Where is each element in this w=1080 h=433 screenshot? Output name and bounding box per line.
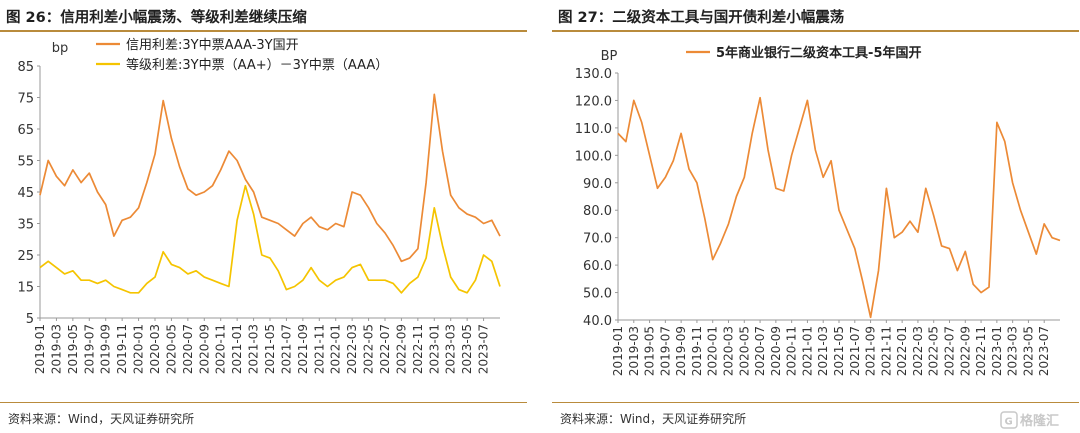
right-y-tick-label: 90.0	[583, 177, 612, 192]
right-x-tick-label: 2019-07	[658, 326, 672, 376]
left-x-tick-label: 2022-11	[411, 324, 425, 374]
right-x-tick-label: 2020-03	[722, 326, 736, 376]
left-y-tick-label: 5	[26, 312, 34, 327]
left-x-tick-label: 2021-11	[312, 324, 326, 374]
left-x-tick-label: 2021-05	[263, 324, 277, 374]
right-x-tick-label: 2021-03	[816, 326, 830, 376]
right-x-tick-label: 2019-03	[627, 326, 641, 376]
left-x-tick-label: 2019-05	[66, 324, 80, 374]
right-y-tick-label: 130.0	[575, 67, 612, 82]
right-x-tick-label: 2022-07	[943, 326, 957, 376]
right-x-tick-label: 2019-01	[611, 326, 625, 376]
right-y-tick-label: 60.0	[583, 259, 612, 274]
left-x-tick-label: 2023-01	[427, 324, 441, 374]
right-x-tick-label: 2023-07	[1037, 326, 1051, 376]
right-y-tick-label: 40.0	[583, 314, 612, 329]
left-x-tick-label: 2022-03	[345, 324, 359, 374]
right-x-tick-label: 2019-05	[643, 326, 657, 376]
svg-text:G: G	[1005, 417, 1013, 428]
left-x-tick-label: 2021-01	[230, 324, 244, 374]
right-x-tick-label: 2022-01	[895, 326, 909, 376]
right-x-tick-label: 2019-11	[690, 326, 704, 376]
left-y-tick-label: 25	[17, 249, 34, 264]
left-x-tick-label: 2020-01	[132, 324, 146, 374]
right-y-tick-label: 50.0	[583, 287, 612, 302]
left-y-axis-unit: bp	[52, 41, 69, 56]
right-x-tick-label: 2022-03	[911, 326, 925, 376]
left-x-tick-label: 2020-09	[197, 324, 211, 374]
right-figure: 图 27：二级资本工具与国开债利差小幅震荡 40.0 50.0 60.0 70.0 80…	[552, 0, 1079, 433]
gelonghui-watermark-logo: G 格隆汇	[1000, 411, 1059, 429]
left-y-tick-label: 75	[17, 92, 34, 107]
left-y-tick-label: 45	[17, 186, 34, 201]
left-figure-title: 图 26：信用利差小幅震荡、等级利差继续压缩	[6, 10, 307, 26]
left-x-tick-label: 2023-03	[444, 324, 458, 374]
left-x-tick-label: 2022-07	[378, 324, 392, 374]
right-y-axis-unit: BP	[601, 49, 618, 64]
right-title-rule	[552, 30, 1079, 32]
left-series-line-2	[39, 184, 501, 294]
watermark-text: 格隆汇	[1020, 413, 1059, 429]
right-x-tick-label: 2023-01	[990, 326, 1004, 376]
left-x-tick-label: 2022-09	[394, 324, 408, 374]
left-y-tick-label: 15	[17, 281, 34, 296]
right-x-tick-label: 2023-03	[1006, 326, 1020, 376]
right-x-tick-label: 2020-07	[753, 326, 767, 376]
left-source-note: 资料来源：Wind，天风证券研究所	[8, 412, 195, 426]
right-x-tick-label: 2019-09	[674, 326, 688, 376]
left-x-tick-label: 2019-11	[115, 324, 129, 374]
right-source-note: 资料来源：Wind，天风证券研究所	[560, 412, 747, 426]
left-x-tick-label: 2021-09	[296, 324, 310, 374]
right-y-tick-label: 80.0	[583, 204, 612, 219]
left-figure: 图 26：信用利差小幅震荡、等级利差继续压缩 5 15 25 35 45 55 65 75 85…	[0, 0, 527, 433]
left-x-tick-label: 2019-07	[82, 324, 96, 374]
left-source-rule	[0, 402, 527, 403]
right-x-tick-label: 2021-01	[800, 326, 814, 376]
left-x-tick-label: 2023-07	[477, 324, 491, 374]
left-x-tick-label: 2019-09	[99, 324, 113, 374]
right-x-tick-label: 2020-01	[706, 326, 720, 376]
right-figure-title: 图 27：二级资本工具与国开债利差小幅震荡	[558, 10, 845, 26]
right-legend-label-1: 5年商业银行二级资本工具-5年国开	[716, 45, 922, 61]
right-source-rule	[552, 402, 1079, 403]
left-y-tick-label: 35	[17, 218, 34, 233]
right-chart: 40.0 50.0 60.0 70.0 80.0 90.0 100.0 110.0 120.0 1…	[575, 45, 1061, 376]
right-x-tick-label: 2021-07	[848, 326, 862, 376]
left-chart: 5 15 25 35 45 55 65 75 85 bp 2019-01 2019-03 2019-05…	[17, 38, 501, 374]
left-x-tick-label: 2019-03	[49, 324, 63, 374]
right-x-tick-label: 2023-05	[1021, 326, 1035, 376]
left-x-tick-label: 2020-03	[148, 324, 162, 374]
left-x-tick-label: 2019-01	[33, 324, 47, 374]
right-x-tick-label: 2021-11	[879, 326, 893, 376]
right-x-tick-label: 2022-11	[974, 326, 988, 376]
right-series-line-1	[617, 96, 1061, 319]
left-y-tick-label: 55	[17, 155, 34, 170]
left-y-tick-label: 85	[17, 60, 34, 75]
right-x-tick-label: 2020-05	[737, 326, 751, 376]
right-y-tick-label: 100.0	[575, 149, 612, 164]
left-legend-label-2: 等级利差:3Y中票（AA+）－3Y中票（AAA）	[126, 57, 388, 73]
left-x-tick-label: 2022-01	[329, 324, 343, 374]
left-title-rule	[0, 30, 527, 32]
left-x-tick-label: 2020-11	[214, 324, 228, 374]
left-x-tick-label: 2022-05	[362, 324, 376, 374]
left-x-tick-label: 2020-05	[164, 324, 178, 374]
right-x-tick-label: 2022-05	[927, 326, 941, 376]
right-y-tick-label: 120.0	[575, 94, 612, 109]
left-series-line-1	[39, 93, 501, 263]
left-x-tick-label: 2021-03	[247, 324, 261, 374]
right-x-tick-label: 2022-09	[958, 326, 972, 376]
left-legend-label-1: 信用利差:3Y中票AAA-3Y国开	[126, 38, 299, 53]
left-y-tick-label: 65	[17, 123, 34, 138]
right-x-tick-label: 2020-09	[769, 326, 783, 376]
right-y-tick-label: 70.0	[583, 232, 612, 247]
right-x-tick-label: 2020-11	[785, 326, 799, 376]
right-y-tick-label: 110.0	[575, 122, 612, 137]
right-x-tick-label: 2021-05	[832, 326, 846, 376]
left-x-tick-label: 2020-07	[181, 324, 195, 374]
left-x-tick-label: 2023-05	[460, 324, 474, 374]
left-x-tick-label: 2021-07	[279, 324, 293, 374]
right-x-tick-label: 2021-09	[864, 326, 878, 376]
